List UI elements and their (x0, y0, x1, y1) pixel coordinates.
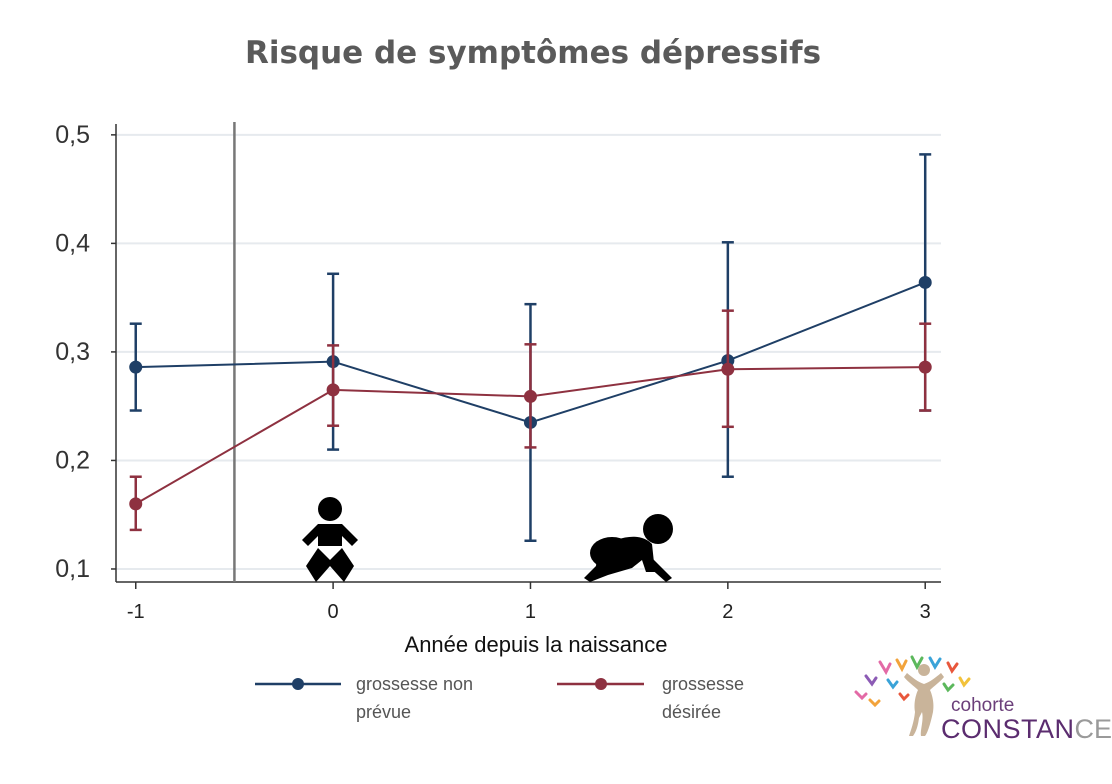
grid-lines (116, 133, 941, 570)
legend-swatch-marker-1 (595, 678, 607, 690)
x-tick-label: 2 (722, 601, 733, 623)
y-axis-ticks: 0,1 0,2 0,3 0,4 0,5 (55, 121, 116, 583)
legend-label-1-line1: grossesse (662, 674, 744, 694)
y-tick-label: 0,4 (55, 229, 90, 257)
logo-word-ces: CES (1075, 714, 1112, 744)
data-point (129, 360, 143, 374)
crawling-baby-icon (584, 514, 673, 582)
axes (115, 124, 941, 583)
data-point (523, 389, 537, 403)
constances-logo: cohorte CONSTANCES (854, 655, 1112, 744)
data-point (129, 497, 143, 511)
data-point (918, 275, 932, 289)
y-tick-label: 0,5 (55, 121, 90, 149)
series-1 (129, 309, 932, 532)
legend-label-0-line1: grossesse non (356, 674, 473, 694)
data-point (326, 383, 340, 397)
logo-word-cohorte: cohorte (951, 695, 1014, 716)
chart-title: Risque de symptômes dépressifs (245, 35, 821, 71)
x-tick-label: 1 (525, 601, 536, 623)
logo-wordmark: CONSTANCES (941, 714, 1112, 744)
y-tick-label: 0,2 (55, 446, 90, 474)
data-point (918, 360, 932, 374)
legend: grossesse non prévue grossesse désirée (255, 674, 744, 722)
y-tick-label: 0,3 (55, 338, 90, 366)
legend-swatch-marker-0 (292, 678, 304, 690)
x-tick-label: -1 (127, 601, 145, 623)
x-axis-ticks: -1 0 1 2 3 (127, 582, 931, 623)
y-tick-label: 0,1 (55, 555, 90, 583)
series-group (129, 153, 932, 543)
legend-label-0-line2: prévue (356, 702, 411, 722)
logo-people-icon (854, 655, 971, 736)
data-point (721, 362, 735, 376)
logo-word-constan: CONSTAN (941, 714, 1075, 744)
x-axis-label: Année depuis la naissance (405, 632, 668, 657)
x-tick-label: 3 (920, 601, 931, 623)
legend-label-1-line2: désirée (662, 702, 721, 722)
x-tick-label: 0 (328, 601, 339, 623)
baby-icon (302, 497, 358, 582)
